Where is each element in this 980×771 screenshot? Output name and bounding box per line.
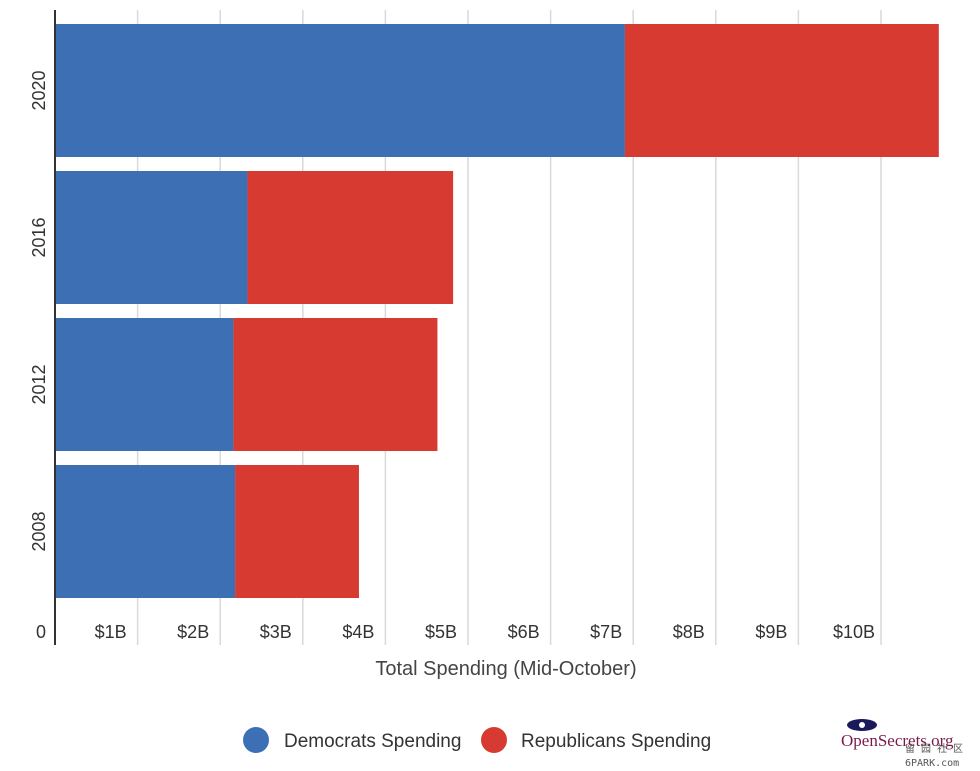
x-tick-label: $2B	[177, 622, 209, 642]
watermark-line-1: 留 园 社 区	[905, 742, 963, 755]
eye-pupil-icon	[859, 722, 865, 728]
category-label: 2008	[29, 511, 49, 551]
x-tick-label: $6B	[508, 622, 540, 642]
legend-swatch	[481, 727, 507, 753]
bar-2020-republicans	[624, 24, 939, 157]
x-tick-label: $5B	[425, 622, 457, 642]
x-axis-title: Total Spending (Mid-October)	[375, 658, 636, 680]
brand-text: OpenSecrets.org	[841, 731, 954, 750]
bar-2012-democrats	[55, 318, 234, 451]
category-labels: 2020 2016 2012 2008	[29, 70, 49, 551]
bar-2020-democrats	[55, 24, 625, 157]
bar-2016-republicans	[247, 171, 454, 304]
watermark-line-2: 6PARK.com	[905, 758, 959, 769]
bar-2016-democrats	[55, 171, 248, 304]
bar-2008-democrats	[55, 465, 236, 598]
x-tick-labels: 0 $1B $2B $3B $4B $5B $6B $7B $8B $9B $10B	[36, 622, 875, 642]
category-label: 2012	[29, 364, 49, 404]
legend-label: Democrats Spending	[284, 731, 461, 752]
x-tick-label: $3B	[260, 622, 292, 642]
x-tick-label: $8B	[673, 622, 705, 642]
bar-2012-republicans	[233, 318, 438, 451]
category-label: 2016	[29, 217, 49, 257]
opensecrets-logo: OpenSecrets.org	[841, 719, 954, 750]
legend-swatch	[243, 727, 269, 753]
x-tick-label: $4B	[342, 622, 374, 642]
x-tick-label: $10B	[833, 622, 875, 642]
legend-label: Republicans Spending	[521, 731, 711, 752]
x-tick-label: $7B	[590, 622, 622, 642]
category-label: 2020	[29, 70, 49, 110]
x-tick-label: $9B	[755, 622, 787, 642]
bars	[55, 24, 939, 598]
bar-2008-republicans	[235, 465, 359, 598]
legend: Democrats Spending Republicans Spending	[243, 727, 711, 753]
x-tick-label: $1B	[95, 622, 127, 642]
x-tick-label: 0	[36, 622, 46, 642]
